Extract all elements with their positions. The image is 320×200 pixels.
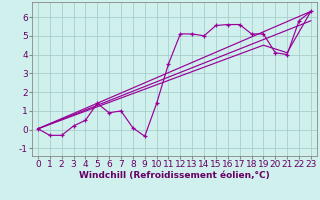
X-axis label: Windchill (Refroidissement éolien,°C): Windchill (Refroidissement éolien,°C) [79,171,270,180]
